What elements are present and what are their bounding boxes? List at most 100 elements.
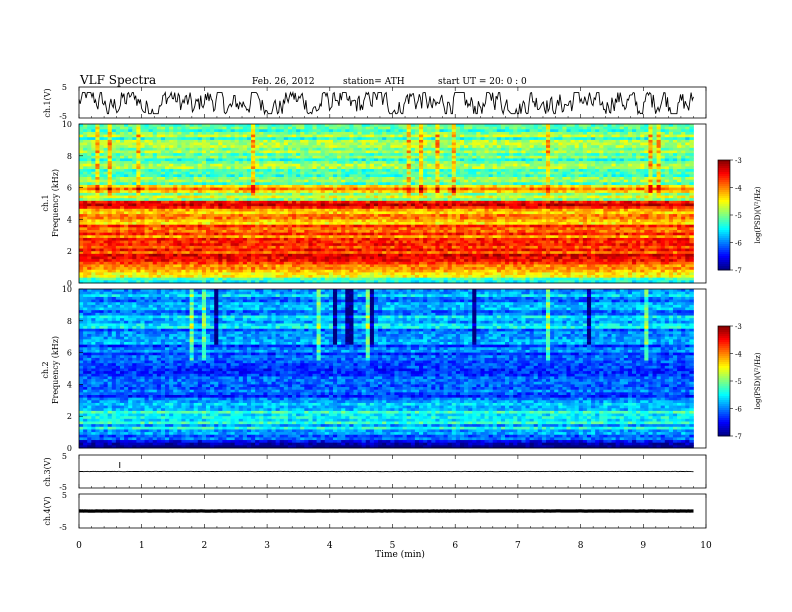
spectrogram-cell <box>541 139 547 143</box>
spectrogram-cell <box>443 187 449 191</box>
spectrogram-cell <box>128 177 133 181</box>
spectrogram-cell <box>566 145 571 149</box>
spectrogram-cell <box>525 147 531 151</box>
spectrogram-cell <box>91 208 96 212</box>
spectrogram-cell <box>455 203 461 207</box>
spectrogram-cell <box>500 200 506 204</box>
spectrogram-cell <box>165 166 170 170</box>
spectrogram-cell <box>406 187 412 191</box>
spectrogram-cell <box>668 190 674 194</box>
spectrogram-cell <box>361 155 367 159</box>
spectrogram-cell <box>287 163 293 167</box>
spectrogram-cell <box>341 195 346 199</box>
spectrogram-cell <box>554 131 559 135</box>
spectrogram-cell <box>218 179 223 183</box>
spectrogram-cell <box>255 124 260 128</box>
spectrogram-cell <box>324 124 330 128</box>
spectrogram-cell <box>492 124 498 128</box>
spectrogram-cell <box>91 187 96 191</box>
spectrogram-cell <box>353 131 358 135</box>
spectrogram-cell <box>472 190 477 194</box>
spectrogram-cell <box>251 163 256 167</box>
spectrogram-cell <box>402 147 408 151</box>
spectrogram-cell <box>115 200 121 204</box>
spectrogram-cell <box>455 187 461 191</box>
spectrogram-cell <box>353 195 358 199</box>
spectrogram-cell <box>251 200 256 204</box>
spectrogram-cell <box>431 142 436 146</box>
spectrogram-cell <box>349 206 354 210</box>
spectrogram-cell <box>160 195 166 199</box>
spectrogram-cell <box>509 206 514 210</box>
spectrogram-cell <box>496 203 502 207</box>
spectrogram-cell <box>681 198 686 202</box>
spectrogram-cell <box>279 184 285 188</box>
spectrogram-cell <box>230 145 236 149</box>
spectrogram-cell <box>570 147 576 151</box>
spectrogram-cell <box>419 169 424 173</box>
spectrogram-cell <box>677 150 682 154</box>
spectrogram-cell <box>144 124 150 128</box>
spectrogram-cell <box>672 126 678 130</box>
spectrogram-cell <box>119 155 125 159</box>
spectrogram-cell <box>205 166 211 170</box>
spectrogram-cell <box>566 192 571 196</box>
spectrogram-cell <box>292 142 297 146</box>
spectrogram-cell <box>484 200 490 204</box>
spectrogram-cell <box>324 150 330 154</box>
spectrogram-cell <box>668 134 674 138</box>
spectrogram-cell <box>664 174 670 178</box>
spectrogram-cell <box>390 124 395 128</box>
spectrogram-cell <box>627 195 633 199</box>
spectrogram-cell <box>537 131 543 135</box>
spectrogram-cell <box>599 198 604 202</box>
spectrogram-cell <box>349 150 354 154</box>
spectrogram-cell <box>255 166 260 170</box>
spectrogram-cell <box>472 169 477 173</box>
spectrogram-cell <box>287 126 293 130</box>
spectrogram-cell <box>410 161 416 165</box>
spectrogram-cell <box>603 203 608 207</box>
spectrogram-cell <box>459 150 465 154</box>
spectrogram-cell <box>480 192 485 196</box>
spectrogram-cell <box>505 155 510 159</box>
spectrogram-cell <box>369 139 375 143</box>
spectrogram-cell <box>103 153 109 157</box>
spectrogram-cell <box>668 145 674 149</box>
spectrogram-cell <box>402 179 408 183</box>
spectrogram-cell <box>275 163 281 167</box>
spectrogram-cell <box>222 158 227 162</box>
spectrogram-cell <box>201 177 207 181</box>
spectrogram-cell <box>173 158 178 162</box>
spectrogram-cell <box>373 200 379 204</box>
spectrogram-cell <box>259 184 264 188</box>
spectrogram-cell <box>562 153 567 157</box>
spectrogram-cell <box>353 192 358 196</box>
spectrogram-cell <box>447 203 453 207</box>
spectrogram-cell <box>685 187 690 191</box>
spectrogram-cell <box>357 142 363 146</box>
spectrogram-cell <box>615 124 621 128</box>
spectrogram-cell <box>423 145 428 149</box>
spectrogram-cell <box>230 153 236 157</box>
spectrogram-cell <box>238 129 244 133</box>
spectrogram-cell <box>541 187 547 191</box>
spectrogram-cell <box>357 126 363 130</box>
spectrogram-cell <box>414 142 420 146</box>
spectrogram-cell <box>390 187 395 191</box>
spectrogram-cell <box>251 190 256 194</box>
spectrogram-cell <box>324 147 330 151</box>
spectrogram-cell <box>242 169 248 173</box>
spectrogram-cell <box>586 139 592 143</box>
spectrogram-cell <box>292 161 297 165</box>
spectrogram-cell <box>156 166 162 170</box>
spectrogram-cell <box>169 182 174 186</box>
spectrogram-cell <box>234 171 240 175</box>
spectrogram-cell <box>144 184 150 188</box>
spectrogram-cell <box>406 126 412 130</box>
spectrogram-cell <box>574 182 580 186</box>
spectrogram-cell <box>648 169 653 173</box>
spectrogram-cell <box>427 208 432 212</box>
spectrogram-cell <box>181 163 186 167</box>
spectrogram-cell <box>496 187 502 191</box>
